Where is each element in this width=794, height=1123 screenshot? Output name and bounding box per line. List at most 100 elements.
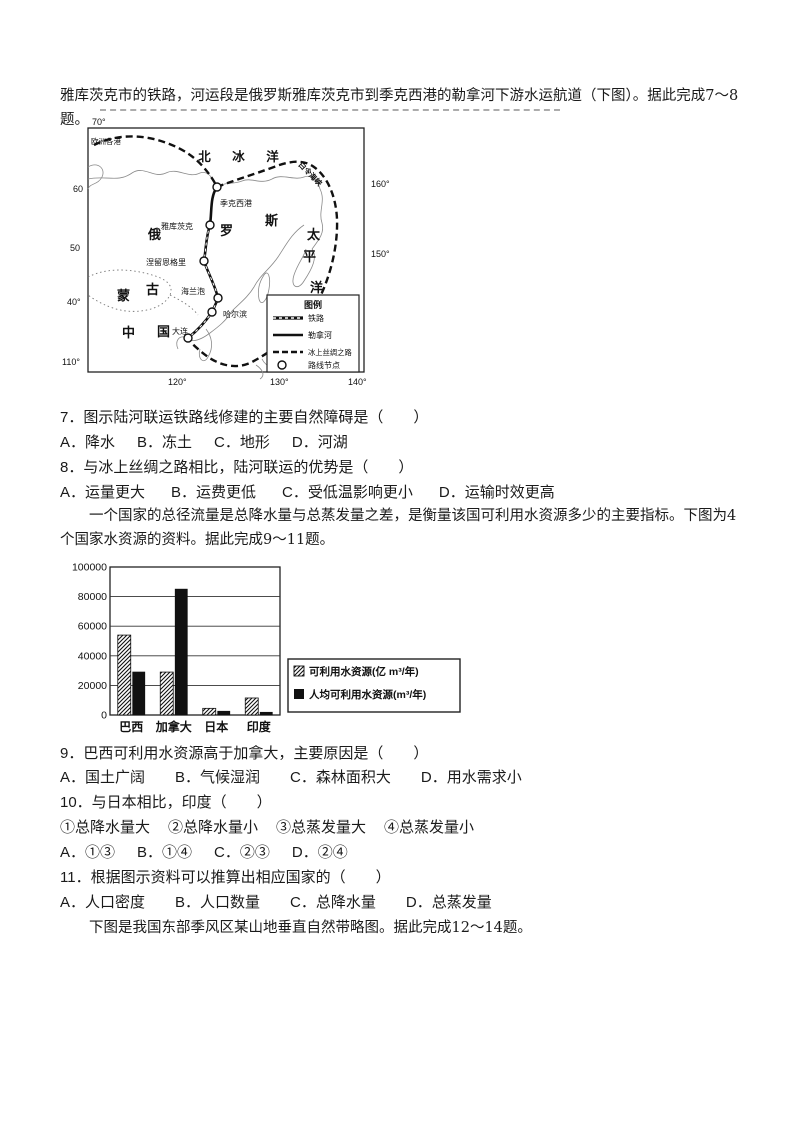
chart-category-label: 印度	[247, 719, 272, 734]
node-tiksi	[212, 182, 222, 192]
bar-available-3	[244, 697, 259, 716]
map-label-harbin: 哈尔滨	[223, 309, 247, 319]
chart-ytick-label: 100000	[72, 562, 107, 574]
chart-legend-swatch-available	[293, 665, 305, 677]
map-legend-route-node: 路线节点	[308, 360, 340, 370]
q7-option-a: A．降水	[60, 434, 116, 451]
question-7-stem: 7．图示陆河联运铁路线修建的主要自然障碍是（ ）	[60, 409, 429, 426]
intro-paragraph-1: 雅库茨克市的铁路，河运段是俄罗斯雅库茨克市到季克西港的勒拿河下游水运航道（下图）…	[60, 88, 739, 128]
map-label-160e: 160°	[371, 179, 390, 189]
chart-category-label: 巴西	[119, 720, 143, 734]
map-label-140e: 140°	[348, 377, 367, 387]
railway-line	[187, 224, 220, 340]
question-8-options: A．运量更大 B．运费更低 C．受低温影响更小 D．运输时效更高	[60, 483, 581, 503]
map-label-tiksi: 季克西港	[220, 198, 252, 208]
q8-option-b: B．运费更低	[171, 484, 257, 501]
map-label-130e: 130°	[270, 377, 289, 387]
lena-river-line	[208, 186, 219, 226]
map-label-china-1: 中	[122, 325, 135, 340]
ice-silk-road-route	[93, 135, 339, 368]
q9-option-b: B．气候湿润	[175, 769, 261, 786]
chart-ytick-label: 40000	[78, 650, 107, 662]
question-11-stem: 11．根据图示资料可以推算出相应国家的（ ）	[60, 869, 391, 886]
bar-percapita-2	[217, 710, 231, 716]
q9-option-a: A．国土广阔	[60, 769, 146, 786]
q11-option-c: C．总降水量	[290, 894, 376, 911]
chart-ytick-label: 20000	[78, 680, 107, 692]
map-label-russia-3: 斯	[265, 213, 278, 228]
question-10-options: A．①③ B．①④ C．②③ D．②④	[60, 843, 370, 863]
chart-legend: 可利用水资源(亿 m³/年) 人均可利用水资源(m³/年)	[287, 658, 461, 713]
map-label-hailanpao: 海兰泡	[181, 286, 205, 296]
q10-sub-2: ②总降水量小	[168, 819, 259, 836]
q8-option-a: A．运量更大	[60, 484, 146, 501]
map-legend-railway: 铁路	[308, 313, 324, 323]
q8-option-c: C．受低温影响更小	[282, 484, 413, 501]
route-nodes	[183, 182, 223, 343]
map-label-pacific-2: 平	[303, 249, 316, 264]
map-legend-lena-river: 勒拿河	[308, 330, 332, 340]
chart-category-label: 加拿大	[155, 719, 192, 734]
map-label-110e: 110°	[62, 357, 80, 367]
q7-option-c: C．地形	[214, 434, 270, 451]
q9-option-d: D．用水需求小	[420, 769, 522, 786]
map-border	[87, 127, 365, 373]
map-label-neryungri: 涅留恩格里	[146, 257, 186, 267]
q10-option-d: D．②④	[291, 844, 348, 861]
bar-percapita-1	[174, 588, 188, 716]
map-label-50n: 50	[70, 243, 80, 253]
question-9-stem: 9．巴西可利用水资源高于加拿大，主要原因是（ ）	[60, 745, 429, 762]
q7-option-b: B．冻土	[137, 434, 193, 451]
question-9-options: A．国土广阔 B．气候湿润 C．森林面积大 D．用水需求小	[60, 768, 552, 788]
map-label-120e: 120°	[168, 377, 187, 387]
map-label-russia-1: 俄	[147, 227, 161, 242]
legend-route-node-symbol	[277, 360, 287, 370]
node-hailanpao	[213, 293, 223, 303]
map-label-euro-ports: 欧洲各港	[91, 136, 121, 146]
chart-legend-swatch-percapita	[294, 689, 304, 699]
question-10-suboptions: ①总降水量大 ②总降水量小 ③总蒸发量大 ④总蒸发量小	[60, 818, 492, 838]
map-label-60n: 60	[73, 184, 83, 194]
map-legend: 图例 铁路 勒拿河 冰上丝绸之路 路线节点	[266, 294, 360, 373]
chart-ytick-label: 80000	[78, 591, 107, 603]
chart-legend-available-label: 可利用水资源(亿 m³/年)	[309, 665, 419, 678]
chart-bars-area: 0 20000 40000 60000 80000 100000 巴西 加拿大 日本 印度	[72, 562, 280, 734]
map-label-150e: 150°	[371, 249, 390, 259]
map-label-yakutsk: 雅库茨克	[161, 221, 193, 231]
map-label-40n: 40°	[67, 297, 81, 307]
map-legend-ice-silk-road: 冰上丝绸之路	[308, 348, 352, 357]
bar-percapita-3	[259, 711, 273, 716]
bar-available-0	[117, 634, 132, 716]
map-label-russia-2: 罗	[220, 223, 233, 238]
q8-option-d: D．运输时效更高	[438, 484, 555, 501]
q11-option-d: D．总蒸发量	[405, 894, 492, 911]
q11-option-b: B．人口数量	[175, 894, 261, 911]
map-label-mongolia-1: 蒙	[117, 288, 130, 303]
node-harbin	[207, 307, 217, 317]
node-neryungri	[199, 256, 209, 266]
russia-route-map: 70° 60 50 40° 110° 120° 130° 140° 160° 1…	[62, 117, 390, 387]
q7-option-d: D．河湖	[291, 434, 348, 451]
question-8-stem: 8．与冰上丝绸之路相比，陆河联运的优势是（ ）	[60, 459, 414, 476]
water-resources-chart: 0 20000 40000 60000 80000 100000 巴西 加拿大 日本 印度 可利用…	[72, 562, 461, 734]
question-11-options: A．人口密度 B．人口数量 C．总降水量 D．总蒸发量	[60, 893, 522, 913]
node-yakutsk	[205, 220, 215, 230]
q10-option-b: B．①④	[137, 844, 193, 861]
q11-option-a: A．人口密度	[60, 894, 146, 911]
question-10-stem: 10．与日本相比，印度（ ）	[60, 794, 272, 811]
chart-plot-border	[109, 566, 281, 716]
chart-ytick-label: 0	[101, 710, 107, 722]
scan-artifact-line	[100, 109, 560, 111]
map-label-pacific-1: 太	[306, 227, 321, 242]
chart-legend-percapita-label: 人均可利用水资源(m³/年)	[309, 688, 426, 701]
map-label-pacific-3: 洋	[310, 280, 323, 295]
q10-sub-1: ①总降水量大	[60, 819, 151, 836]
map-legend-box	[266, 294, 360, 373]
chart-legend-box	[287, 658, 461, 713]
map-label-mongolia-2: 古	[146, 282, 159, 297]
bar-available-1	[159, 671, 174, 716]
map-label-70n: 70°	[92, 117, 106, 127]
intro-paragraph-2: 一个国家的总径流量是总降水量与总蒸发量之差，是衡量该国可利用水资源多少的主要指标…	[60, 508, 737, 548]
chart-ytick-label: 60000	[78, 621, 107, 633]
